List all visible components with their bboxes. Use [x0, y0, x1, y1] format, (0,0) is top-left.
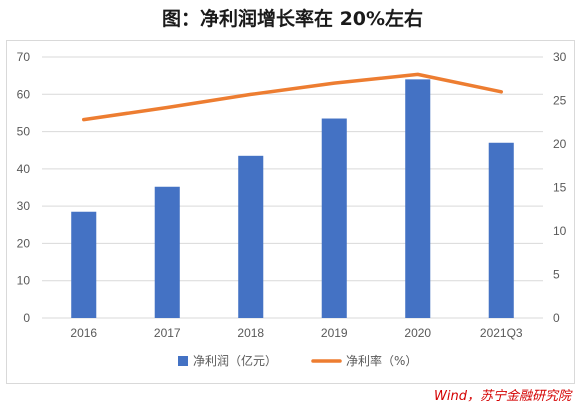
left-axis-ticks: 0 10 20 30 40 50 60 70 [17, 50, 31, 325]
left-axis-tick-label: 40 [17, 162, 31, 176]
bar [321, 118, 347, 319]
x-axis-tick-label: 2018 [237, 326, 264, 340]
bar [238, 155, 264, 318]
chart-title: 图：净利润增长率在 20%左右 [161, 8, 424, 30]
legend-line-label: 净利率（%） [346, 353, 417, 368]
right-axis-tick-label: 25 [553, 94, 567, 108]
right-axis-tick-label: 5 [553, 268, 560, 282]
gridlines [42, 56, 543, 319]
line-series [82, 72, 503, 122]
bar [488, 142, 514, 318]
right-axis-tick-label: 10 [553, 224, 567, 238]
legend-bar-swatch [178, 356, 188, 366]
left-axis-tick-label: 30 [17, 199, 31, 213]
x-axis-tick-label: 2017 [154, 326, 181, 340]
source-note: Wind，苏宁金融研究院 [434, 389, 571, 404]
legend-bar-label: 净利润（亿元） [193, 353, 277, 368]
right-axis-tick-label: 15 [553, 181, 567, 195]
left-axis-tick-label: 70 [17, 50, 31, 64]
bar [154, 186, 180, 318]
right-axis-tick-label: 0 [553, 311, 560, 325]
right-axis-ticks: 0 5 10 15 20 25 30 [553, 50, 567, 325]
left-axis-tick-label: 50 [17, 125, 31, 139]
right-axis-tick-label: 30 [553, 50, 567, 64]
left-axis-tick-label: 20 [17, 236, 31, 250]
x-axis-tick-label: 2016 [70, 326, 97, 340]
bar [71, 211, 97, 318]
bar [405, 79, 431, 318]
left-axis-tick-label: 60 [17, 87, 31, 101]
x-axis-tick-label: 2019 [321, 326, 348, 340]
x-axis-tick-label: 2021Q3 [480, 326, 523, 340]
line-series-path [82, 72, 503, 122]
bar-series [71, 79, 514, 319]
x-axis-ticks: 2016 2017 2018 2019 2020 2021Q3 [70, 326, 523, 340]
legend: 净利润（亿元） 净利率（%） [178, 353, 417, 368]
x-axis-tick-label: 2020 [404, 326, 431, 340]
left-axis-tick-label: 0 [23, 311, 30, 325]
right-axis-tick-label: 20 [553, 137, 567, 151]
left-axis-tick-label: 10 [17, 274, 31, 288]
chart-frame [6, 40, 575, 384]
